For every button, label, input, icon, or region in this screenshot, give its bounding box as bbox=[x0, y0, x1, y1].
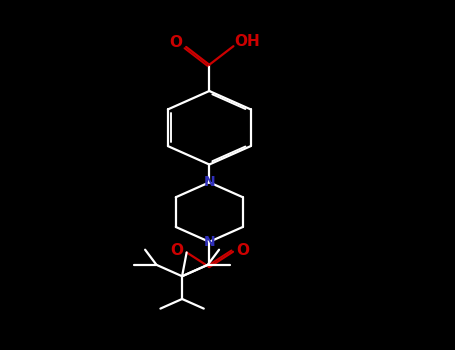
Text: O: O bbox=[170, 243, 183, 258]
Text: N: N bbox=[203, 175, 215, 189]
Text: O: O bbox=[170, 35, 182, 50]
Text: N: N bbox=[203, 235, 215, 249]
Text: OH: OH bbox=[234, 35, 260, 49]
Text: O: O bbox=[237, 243, 249, 258]
